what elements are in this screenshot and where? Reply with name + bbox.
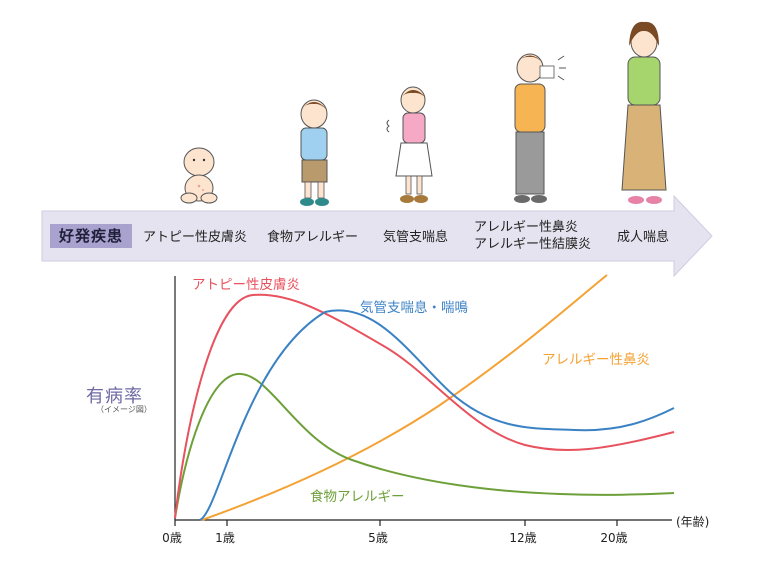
stage-label-food-allergy: 食物アレルギー <box>267 230 359 245</box>
y-axis-title: 有病率 <box>86 386 143 407</box>
atopic-curve-label: アトピー性皮膚炎 <box>192 277 300 293</box>
food-allergy-curve <box>174 372 675 519</box>
atopic-curve <box>174 293 675 519</box>
stage-label-adult-asthma: 成人喘息 <box>617 230 670 245</box>
x-tick-label: 20歳 <box>600 531 628 545</box>
boy-illustration <box>300 99 329 206</box>
x-tick-label: 5歳 <box>368 531 388 545</box>
stage-label-atopic: アトピー性皮膚炎 <box>143 230 248 245</box>
sneezing-boy-illustration <box>514 53 566 203</box>
stage-label-conjunctivitis: アレルギー性結膜炎 <box>474 237 592 252</box>
baby-illustration <box>180 147 218 204</box>
rhinitis-curve <box>201 274 608 521</box>
asthma-curve <box>199 309 675 521</box>
woman-illustration <box>621 21 667 204</box>
stage-label-rhinitis: アレルギー性鼻炎 <box>474 220 579 235</box>
girl-illustration <box>386 86 433 203</box>
x-axis-unit: (年齢) <box>676 515 710 529</box>
x-tick-label: 1歳 <box>215 531 235 545</box>
rhinitis-curve-label: アレルギー性鼻炎 <box>542 352 650 368</box>
y-axis-subtitle: （イメージ図） <box>96 405 152 414</box>
band-title: 好発疾患 <box>50 224 132 248</box>
asthma-curve-label: 気管支喘息・喘鳴 <box>360 300 468 316</box>
x-tick-label: 0歳 <box>162 531 182 545</box>
stage-label-asthma: 気管支喘息 <box>383 230 449 245</box>
x-tick-label: 12歳 <box>509 531 537 545</box>
food-allergy-curve-label: 食物アレルギー <box>310 489 405 505</box>
